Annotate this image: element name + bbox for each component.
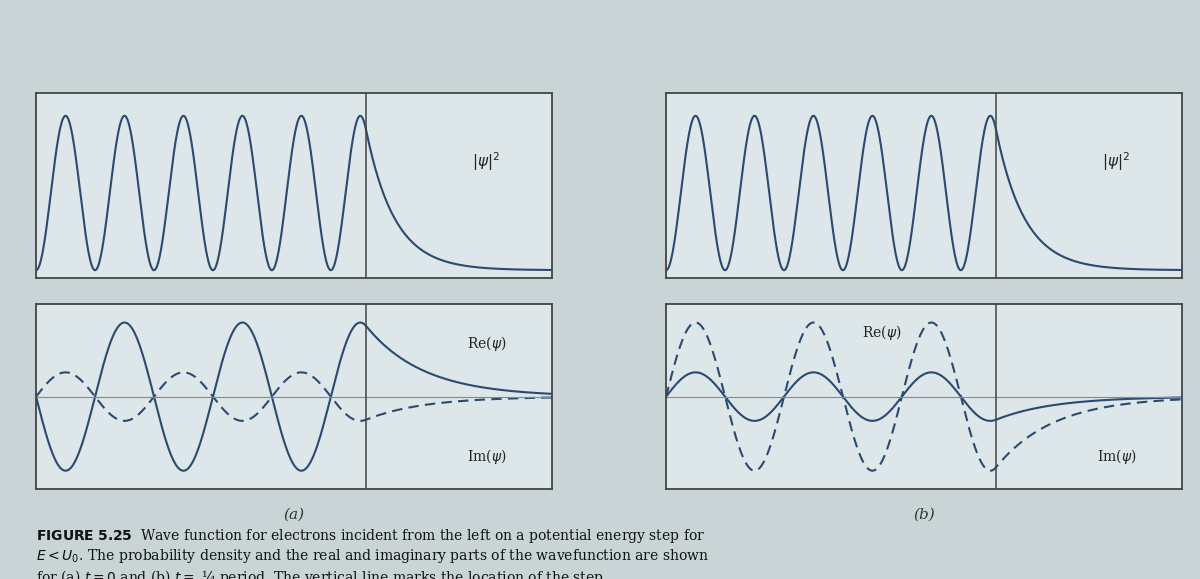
Text: $|\psi|^2$: $|\psi|^2$ <box>472 150 500 173</box>
Text: (b): (b) <box>913 507 935 521</box>
Text: $|\psi|^2$: $|\psi|^2$ <box>1102 150 1130 173</box>
Text: Im($\psi$): Im($\psi$) <box>1097 448 1136 467</box>
Text: $\mathbf{FIGURE\ 5.25}$  Wave function for electrons incident from the left on a: $\mathbf{FIGURE\ 5.25}$ Wave function fo… <box>36 527 709 579</box>
Text: Re($\psi$): Re($\psi$) <box>862 323 901 342</box>
Text: (a): (a) <box>283 507 305 521</box>
Text: Im($\psi$): Im($\psi$) <box>467 448 506 467</box>
Text: Re($\psi$): Re($\psi$) <box>467 335 506 353</box>
